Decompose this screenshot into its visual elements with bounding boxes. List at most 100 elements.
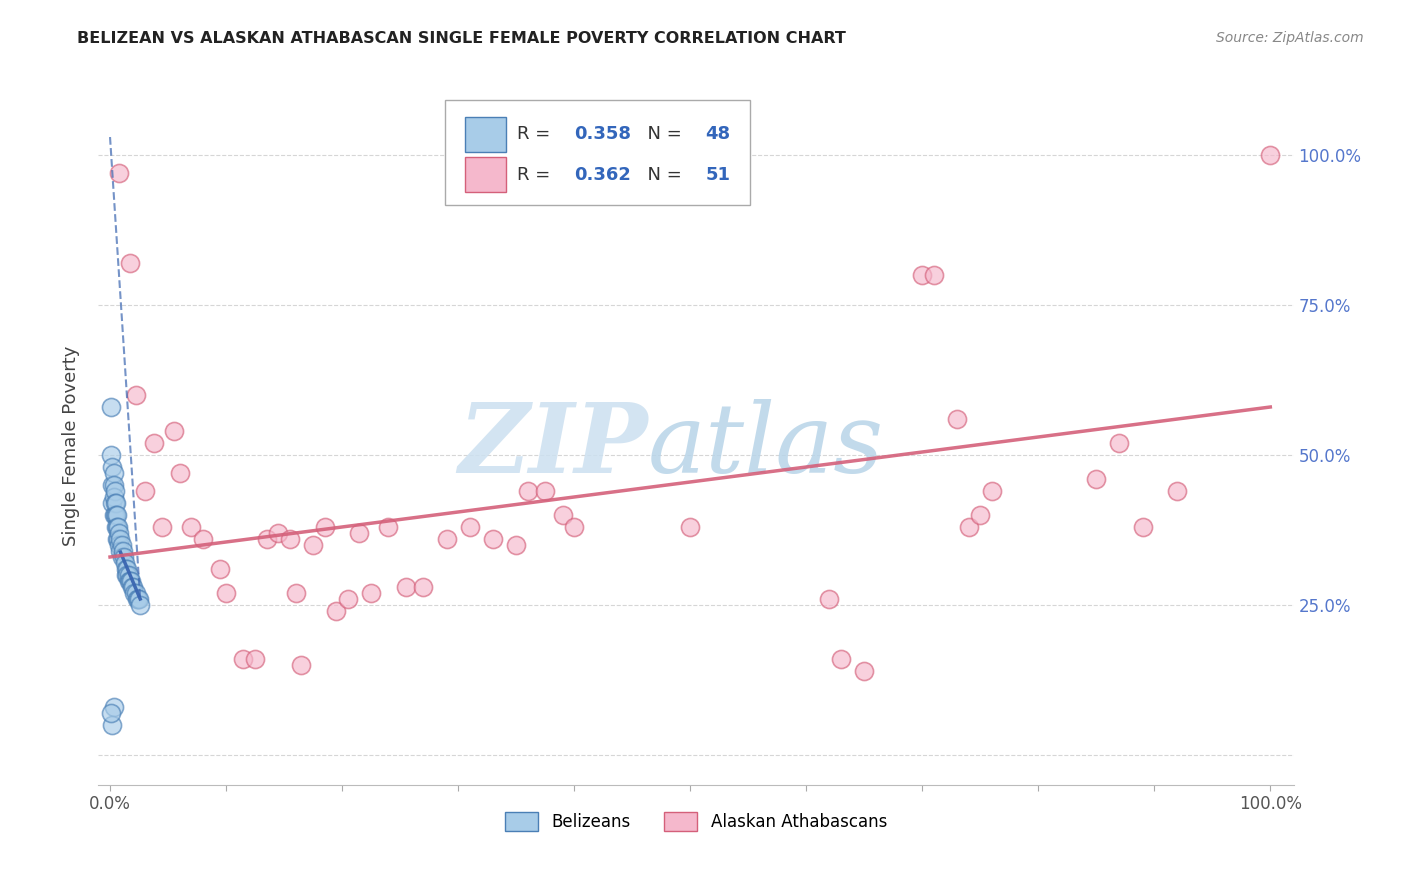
Point — [980, 483, 1002, 498]
Point — [105, 520, 128, 534]
Point — [114, 556, 136, 570]
Point — [562, 520, 585, 534]
Point — [284, 586, 307, 600]
Text: 48: 48 — [706, 125, 731, 143]
Point — [505, 538, 527, 552]
Point — [180, 520, 202, 534]
Point — [256, 532, 278, 546]
Point — [107, 532, 129, 546]
Point — [946, 412, 969, 426]
Point — [104, 496, 127, 510]
Point — [290, 657, 312, 672]
Point — [377, 520, 399, 534]
Point — [108, 166, 131, 180]
Point — [103, 490, 125, 504]
Point — [163, 424, 186, 438]
Point — [922, 268, 945, 282]
Point — [969, 508, 991, 522]
Text: R =: R = — [517, 166, 555, 184]
Point — [911, 268, 934, 282]
Point — [111, 544, 134, 558]
Point — [129, 598, 152, 612]
Point — [103, 478, 125, 492]
Point — [127, 592, 149, 607]
Point — [215, 586, 238, 600]
Point — [107, 520, 129, 534]
Point — [302, 538, 325, 552]
Point — [101, 478, 124, 492]
Point — [118, 574, 141, 588]
Point — [100, 448, 122, 462]
Point — [122, 580, 145, 594]
Point — [118, 256, 141, 270]
Point — [551, 508, 574, 522]
Point — [232, 652, 254, 666]
Point — [104, 508, 127, 522]
Point — [143, 436, 166, 450]
Text: atlas: atlas — [648, 399, 884, 493]
Point — [108, 538, 131, 552]
Text: N =: N = — [636, 125, 688, 143]
Point — [482, 532, 505, 546]
Point — [278, 532, 301, 546]
Point — [516, 483, 538, 498]
Point — [115, 562, 138, 576]
FancyBboxPatch shape — [465, 157, 506, 193]
Point — [125, 592, 148, 607]
Point — [830, 652, 852, 666]
Text: 51: 51 — [706, 166, 731, 184]
Point — [100, 706, 122, 720]
Text: R =: R = — [517, 125, 555, 143]
Point — [110, 544, 132, 558]
Point — [104, 483, 127, 498]
Point — [128, 592, 150, 607]
Point — [534, 483, 557, 498]
Point — [117, 562, 139, 576]
Point — [101, 718, 124, 732]
Point — [108, 526, 131, 541]
Point — [117, 568, 139, 582]
Point — [169, 466, 191, 480]
Point — [1108, 436, 1130, 450]
Point — [267, 526, 290, 541]
Point — [117, 568, 139, 582]
Point — [957, 520, 980, 534]
Point — [679, 520, 702, 534]
Point — [436, 532, 458, 546]
Point — [104, 520, 127, 534]
Point — [412, 580, 434, 594]
Point — [112, 549, 135, 564]
Text: 0.358: 0.358 — [574, 125, 631, 143]
Point — [349, 526, 371, 541]
Point — [110, 532, 132, 546]
Point — [191, 532, 214, 546]
Point — [101, 460, 124, 475]
Text: Source: ZipAtlas.com: Source: ZipAtlas.com — [1216, 31, 1364, 45]
Point — [104, 496, 127, 510]
Point — [105, 508, 128, 522]
Point — [395, 580, 418, 594]
Point — [818, 592, 841, 607]
Point — [124, 586, 146, 600]
Point — [100, 400, 122, 414]
Point — [124, 586, 146, 600]
Text: 0.362: 0.362 — [574, 166, 631, 184]
Point — [101, 496, 124, 510]
Point — [104, 508, 127, 522]
Point — [1132, 520, 1154, 534]
Point — [111, 538, 134, 552]
Point — [103, 700, 125, 714]
Y-axis label: Single Female Poverty: Single Female Poverty — [62, 346, 80, 546]
Point — [103, 466, 125, 480]
Point — [115, 568, 138, 582]
Point — [105, 532, 128, 546]
Point — [120, 574, 142, 588]
Point — [853, 664, 876, 678]
Point — [111, 549, 134, 564]
FancyBboxPatch shape — [446, 100, 749, 205]
Point — [243, 652, 266, 666]
Text: ZIP: ZIP — [458, 399, 648, 493]
Point — [336, 592, 359, 607]
Point — [458, 520, 481, 534]
Text: N =: N = — [636, 166, 688, 184]
